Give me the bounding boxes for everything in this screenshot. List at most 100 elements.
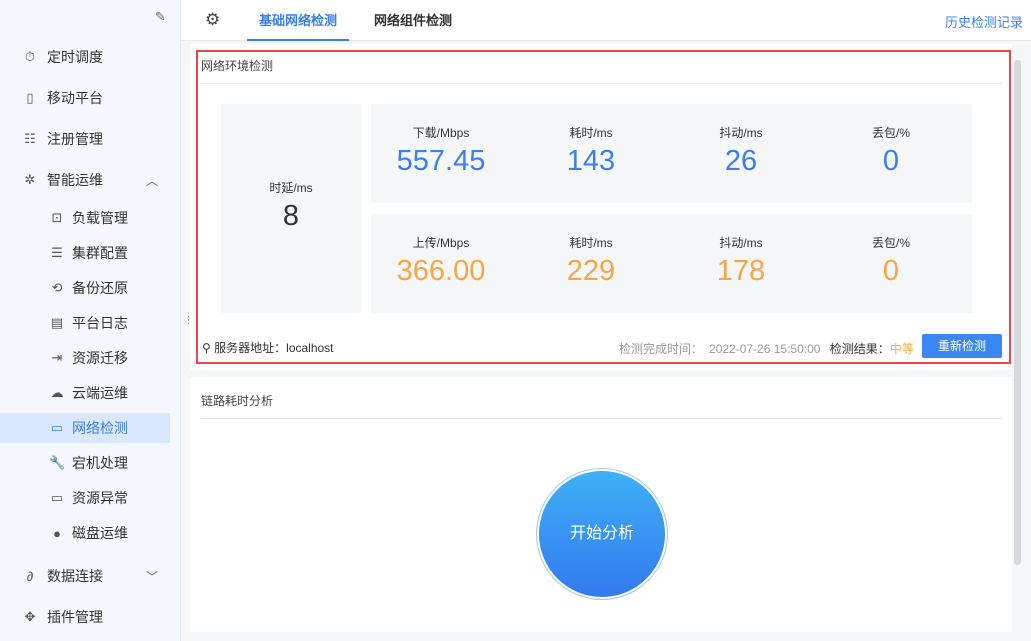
result-value: 中等 xyxy=(889,342,914,356)
sidebar-item-5[interactable]: ✥ 插件管理 xyxy=(0,602,170,632)
sidebar-item-label: 宕机处理 xyxy=(72,455,128,471)
disk-icon: ● xyxy=(53,525,61,541)
cluster-icon: ☰ xyxy=(51,245,63,260)
sidebar-item-3-6[interactable]: ▭ 网络检测 xyxy=(0,413,170,443)
sidebar-item-label: 备份还原 xyxy=(72,280,128,296)
sidebar-item-3-5[interactable]: ☁ 云端运维 xyxy=(0,378,170,408)
top-bar: ⚙ 基础网络检测 网络组件检测 历史检测记录 xyxy=(181,0,1031,41)
server-value: localhost xyxy=(286,341,334,355)
sidebar-item-3-3[interactable]: ▤ 平台日志 xyxy=(0,308,170,338)
metric-label: 耗时/ms xyxy=(569,236,613,250)
sidebar-item-label: 智能运维 xyxy=(47,172,103,188)
sidebar-item-label: 移动平台 xyxy=(47,90,103,106)
metric-value: 557.45 xyxy=(396,145,486,177)
download-metric: 抖动/ms 26 xyxy=(666,124,816,178)
cloud-icon: ☁ xyxy=(50,385,64,400)
sidebar-item-label: 云端运维 xyxy=(72,385,128,401)
sidebar-item-label: 注册管理 xyxy=(47,131,103,147)
time-label: 检测完成时间： xyxy=(619,342,704,356)
gear-icon[interactable]: ⚙ xyxy=(205,10,221,29)
sidebar-item-2[interactable]: ☷ 注册管理 xyxy=(0,124,170,154)
sidebar-item-3-1[interactable]: ☰ 集群配置 xyxy=(0,238,170,268)
metric-value: 0 xyxy=(882,145,900,177)
check-time: 检测完成时间： 2022-07-26 15:50:00 检测结果：中等 xyxy=(619,340,914,357)
sidebar: ✎ ⏱ 定时调度 ▯ 移动平台 ☷ 注册管理 ✲ 智能运维 ︿ ⊡ 负载管理 ☰ 集群配置 ⟲ 备份还原 ▤ 平… xyxy=(0,0,181,641)
upload-metric: 丢包/% 0 xyxy=(816,234,966,288)
plugin-icon: ✥ xyxy=(24,609,36,624)
metric-label: 丢包/% xyxy=(871,126,910,140)
tab-component-network[interactable]: 网络组件检测 xyxy=(374,13,453,28)
metric-value: 178 xyxy=(716,255,766,287)
sidebar-item-label: 集群配置 xyxy=(72,245,128,261)
metric-value: 26 xyxy=(724,145,758,177)
link-title: 链路耗时分析 xyxy=(201,394,274,408)
monitor-icon: ▭ xyxy=(50,490,64,505)
metric-label: 抖动/ms xyxy=(719,126,763,140)
download-metric: 下载/Mbps 557.45 xyxy=(366,124,516,178)
metric-label: 丢包/% xyxy=(871,236,910,250)
metric-label: 抖动/ms xyxy=(719,236,763,250)
metric-value: 366.00 xyxy=(396,255,486,287)
sidebar-item-0[interactable]: ⏱ 定时调度 xyxy=(0,42,170,72)
server-label: 服务器地址： xyxy=(214,341,287,355)
upload-card: 上传/Mbps 366.00 耗时/ms 229 抖动/ms 178 丢包/% 0 xyxy=(371,214,972,313)
start-analysis-button[interactable]: 开始分析 xyxy=(539,471,665,597)
upload-metric: 上传/Mbps 366.00 xyxy=(366,234,516,288)
result-label: 检测结果： xyxy=(829,342,890,356)
sidebar-item-label: 插件管理 xyxy=(47,609,103,625)
metric-label: 上传/Mbps xyxy=(412,236,470,250)
sidebar-item-label: 磁盘运维 xyxy=(72,525,128,541)
sidebar-item-4[interactable]: ∂ 数据连接 ﹀ xyxy=(0,561,170,591)
link-icon: ∂ xyxy=(26,568,34,584)
sidebar-item-3-7[interactable]: 🔧 宕机处理 xyxy=(0,448,170,478)
latency-card: 时延/ms 8 xyxy=(221,104,361,313)
pin-icon[interactable]: ✎ xyxy=(155,9,166,24)
sidebar-item-3-8[interactable]: ▭ 资源异常 xyxy=(0,483,170,513)
register-icon: ☷ xyxy=(24,131,36,146)
network-nodes-icon: ✲ xyxy=(24,172,36,187)
sidebar-item-3-4[interactable]: ⇥ 资源迁移 xyxy=(0,343,170,373)
sidebar-item-3[interactable]: ✲ 智能运维 ︿ xyxy=(0,165,170,195)
sidebar-item-3-2[interactable]: ⟲ 备份还原 xyxy=(0,273,170,303)
location-icon: ⚲ xyxy=(202,341,211,355)
sidebar-item-label: 网络检测 xyxy=(72,420,128,436)
backup-icon: ⟲ xyxy=(51,280,63,295)
sidebar-item-label: 平台日志 xyxy=(72,315,128,331)
time-value: 2022-07-26 15:50:00 xyxy=(709,342,821,356)
sidebar-item-label: 定时调度 xyxy=(47,49,103,65)
recheck-button[interactable]: 重新检测 xyxy=(922,334,1002,358)
download-metric: 耗时/ms 143 xyxy=(516,124,666,178)
scrollbar[interactable] xyxy=(1014,60,1021,565)
latency-label: 时延/ms xyxy=(269,181,313,195)
sidebar-item-label: 数据连接 xyxy=(47,568,103,584)
mobile-icon: ▯ xyxy=(26,90,34,105)
metric-value: 229 xyxy=(566,255,616,287)
tab-basic-network[interactable]: 基础网络检测 xyxy=(247,0,349,41)
log-icon: ▤ xyxy=(50,315,64,330)
chevron-up-icon[interactable]: ︿ xyxy=(146,173,159,188)
metric-label: 下载/Mbps xyxy=(412,126,470,140)
metric-value: 0 xyxy=(882,255,900,287)
resize-handle[interactable]: ⋮ ⋮ xyxy=(184,311,193,325)
sidebar-item-label: 资源迁移 xyxy=(72,350,128,366)
metric-label: 耗时/ms xyxy=(569,126,613,140)
history-link[interactable]: 历史检测记录 xyxy=(944,15,1023,30)
migrate-icon: ⇥ xyxy=(51,350,63,365)
latency-value: 8 xyxy=(282,200,300,232)
sidebar-item-label: 资源异常 xyxy=(72,490,128,506)
sidebar-item-3-9[interactable]: ● 磁盘运维 xyxy=(0,518,170,548)
chevron-down-icon[interactable]: ﹀ xyxy=(146,569,159,584)
sidebar-item-3-0[interactable]: ⊡ 负载管理 xyxy=(0,203,170,233)
network-check-icon: ▭ xyxy=(50,420,64,435)
upload-metric: 抖动/ms 178 xyxy=(666,234,816,288)
load-icon: ⊡ xyxy=(51,210,63,225)
sidebar-item-label: 负载管理 xyxy=(72,210,128,226)
env-title: 网络环境检测 xyxy=(201,59,274,73)
server-info: ⚲ 服务器地址：localhost xyxy=(202,339,334,356)
download-metric: 丢包/% 0 xyxy=(816,124,966,178)
sidebar-item-1[interactable]: ▯ 移动平台 xyxy=(0,83,170,113)
metric-value: 143 xyxy=(566,145,616,177)
upload-metric: 耗时/ms 229 xyxy=(516,234,666,288)
timer-icon: ⏱ xyxy=(24,49,36,64)
wrench-icon: 🔧 xyxy=(49,455,66,470)
